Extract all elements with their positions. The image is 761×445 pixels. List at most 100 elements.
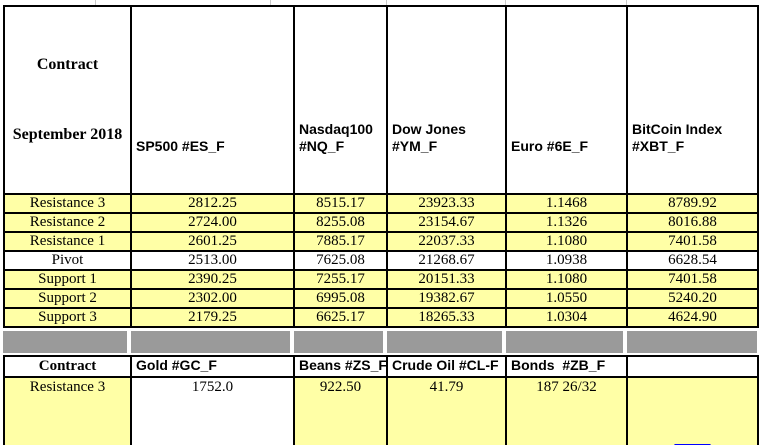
table1-header-row: Contract September 2018 SP500 #ES_F Nasd…	[3, 5, 759, 195]
column-header-sp500: SP500 #ES_F	[130, 5, 295, 195]
cell-value: 187 26/32	[505, 375, 628, 445]
cell-value: 7625.08	[293, 249, 388, 271]
cell-value: 21268.67	[386, 249, 507, 271]
cell-value: 23154.67	[386, 211, 507, 233]
cell-link: www.CannonTrading. com	[626, 375, 759, 445]
cell-value: 2724.00	[130, 211, 295, 233]
cell-value: 8255.08	[293, 211, 388, 233]
cell-value: 1.1080	[505, 268, 628, 290]
cell-value: 6625.17	[293, 306, 388, 328]
cell-value: 1.1468	[505, 192, 628, 214]
header-line: Bonds #ZB_F	[511, 356, 606, 373]
cell-value: 1.1080	[505, 230, 628, 252]
table1-title-line2: September 2018	[12, 125, 123, 143]
separator-cell	[506, 330, 623, 353]
cell-value: 23923.33	[386, 192, 507, 214]
table-row: Resistance 1 2601.25 7885.17 22037.33 1.…	[3, 230, 759, 252]
cell-value: 2812.25	[130, 192, 295, 214]
table-row: Support 1 2390.25 7255.17 20151.33 1.108…	[3, 268, 759, 290]
cell-label: Support 2	[3, 287, 132, 309]
separator-cell	[131, 330, 290, 353]
separator-cell	[294, 330, 383, 353]
cell-label: Resistance 2	[3, 211, 132, 233]
header-line: Crude Oil #CL-F	[392, 356, 499, 373]
header-line: Dow Jones	[392, 120, 466, 137]
cell-value: 4624.90	[626, 306, 759, 328]
gridline-strip-top	[3, 0, 757, 5]
cell-value: 1.0550	[505, 287, 628, 309]
cell-value: 2179.25	[130, 306, 295, 328]
cell-value: 6995.08	[293, 287, 388, 309]
cell-value: 1.1326	[505, 211, 628, 233]
header-line: #NQ_F	[299, 138, 345, 154]
table-row-pivot: Pivot 2513.00 7625.08 21268.67 1.0938 66…	[3, 249, 759, 271]
gridline	[95, 0, 96, 5]
column-header-crudeoil: Crude Oil #CL-F	[386, 354, 507, 378]
separator-cell	[3, 330, 127, 353]
table1-title-line1: Contract	[36, 56, 99, 74]
cell-value: 1.0938	[505, 249, 628, 271]
separator-cell	[627, 330, 757, 353]
cell-label: Resistance 3	[3, 375, 132, 445]
cell-value: 8016.88	[626, 211, 759, 233]
cell-label: Support 3	[3, 306, 132, 328]
column-header-beans: Beans #ZS_F	[293, 354, 388, 378]
cell-value: 18265.33	[386, 306, 507, 328]
cell-value: 2513.00	[130, 249, 295, 271]
header-line: Euro #6E_F	[511, 138, 589, 154]
table1-title-cell: Contract September 2018	[3, 5, 132, 195]
cell-value: 20151.33	[386, 268, 507, 290]
cell-value: 6628.54	[626, 249, 759, 271]
cell-label: Resistance 1	[3, 230, 132, 252]
gridline	[270, 0, 271, 5]
gridline	[626, 0, 627, 5]
header-line: Nasdaq100	[299, 120, 373, 137]
cell-value: 41.79	[386, 375, 507, 445]
table-row: Resistance 2 2724.00 8255.08 23154.67 1.…	[3, 211, 759, 233]
header-line: #XBT_F	[632, 138, 685, 154]
header-line: SP500 #ES_F	[136, 138, 225, 154]
cell-value: 8789.92	[626, 192, 759, 214]
cell-value: 1.0304	[505, 306, 628, 328]
column-header-bitcoin: BitCoin Index #XBT_F	[626, 5, 759, 195]
header-line: Gold #GC_F	[136, 356, 217, 373]
column-header-nasdaq100: Nasdaq100 #NQ_F	[293, 5, 388, 195]
column-header-blank	[626, 354, 759, 378]
column-header-bonds: Bonds #ZB_F	[505, 354, 628, 378]
table2-header-row: Contract Gold #GC_F Beans #ZS_F Crude Oi…	[3, 354, 759, 378]
cell-value: 2390.25	[130, 268, 295, 290]
header-line: Beans #ZS_F	[299, 356, 387, 373]
cell-value: 7885.17	[293, 230, 388, 252]
cell-value: 922.50	[293, 375, 388, 445]
header-line: BitCoin Index	[632, 120, 723, 137]
separator-row	[3, 330, 757, 353]
cannon-trading-link[interactable]: www.CannonTrading. com	[629, 414, 756, 445]
cell-value: 5240.20	[626, 287, 759, 309]
column-header-gold: Gold #GC_F	[130, 354, 295, 378]
cell-value: 2601.25	[130, 230, 295, 252]
cell-value: 22037.33	[386, 230, 507, 252]
gridline	[386, 0, 387, 5]
cell-value: 7401.58	[626, 230, 759, 252]
column-header-dowjones: Dow Jones #YM_F	[386, 5, 507, 195]
cell-value: 19382.67	[386, 287, 507, 309]
cell-value: 7401.58	[626, 268, 759, 290]
column-header-euro: Euro #6E_F	[505, 5, 628, 195]
table-row: Resistance 3 2812.25 8515.17 23923.33 1.…	[3, 192, 759, 214]
pivot-table-indices: Contract September 2018 SP500 #ES_F Nasd…	[3, 5, 759, 328]
cell-label: Resistance 3	[3, 192, 132, 214]
header-line: #YM_F	[392, 138, 438, 154]
table2-title-cell: Contract	[3, 354, 132, 378]
cell-value: 1752.0	[130, 375, 295, 445]
cell-value: 2302.00	[130, 287, 295, 309]
cell-label: Support 1	[3, 268, 132, 290]
cell-label: Pivot	[3, 249, 132, 271]
separator-cell	[387, 330, 502, 353]
table-row: Support 2 2302.00 6995.08 19382.67 1.055…	[3, 287, 759, 309]
cell-value: 8515.17	[293, 192, 388, 214]
table-row: Support 3 2179.25 6625.17 18265.33 1.030…	[3, 306, 759, 328]
table-row: Resistance 3 1752.0 922.50 41.79 187 26/…	[3, 375, 759, 445]
gridline	[505, 0, 506, 5]
cell-value: 7255.17	[293, 268, 388, 290]
